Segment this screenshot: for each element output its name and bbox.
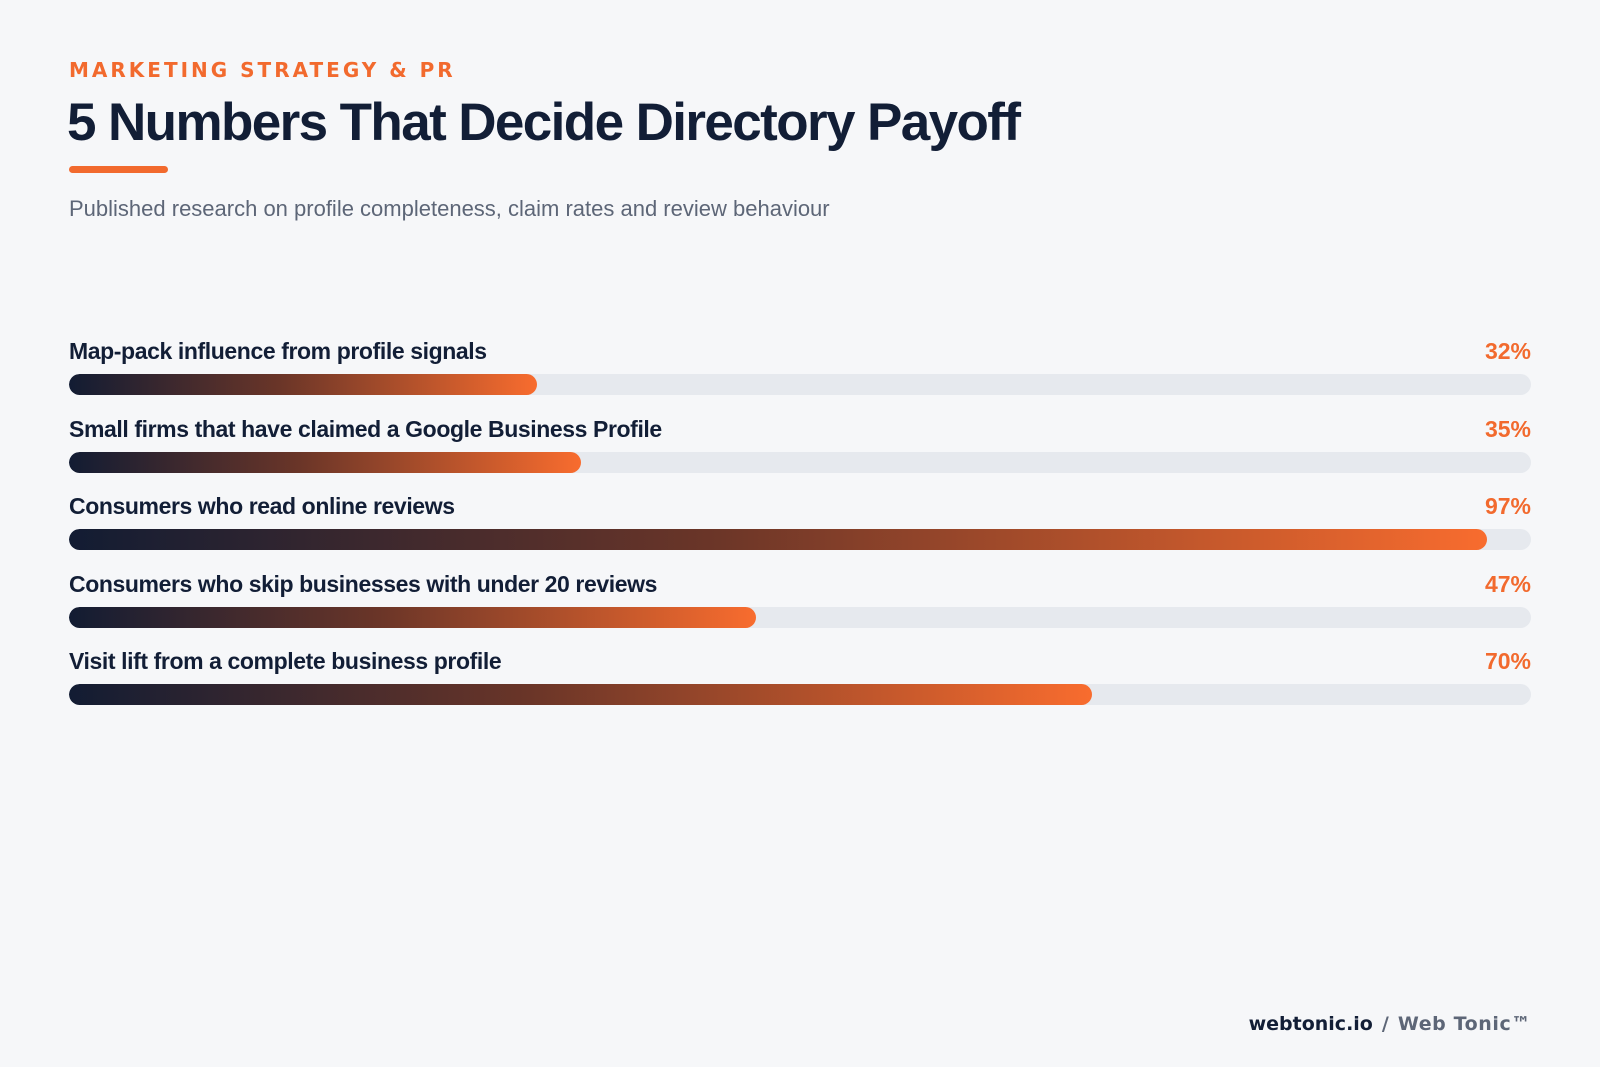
bar-category-label: Map-pack influence from profile signals: [69, 338, 487, 364]
bar-category-label: Consumers who read online reviews: [69, 493, 455, 519]
bar-value-label: 47%: [1484, 570, 1531, 597]
bar-row: Consumers who skip businesses with under…: [69, 571, 1531, 649]
footer-separator: /: [1381, 1013, 1389, 1035]
bar-fill: [69, 374, 537, 395]
bar-track: [69, 374, 1531, 395]
bar-track: [69, 684, 1531, 705]
bar-track: [69, 606, 1531, 628]
bar-track: [69, 529, 1531, 550]
bar-category-label: Visit lift from a complete business prof…: [69, 648, 502, 674]
bar-value-label: 35%: [1484, 415, 1531, 442]
bar-fill: [69, 529, 1488, 550]
chart-subtitle: Published research on profile completene…: [69, 196, 830, 221]
bar-row: Small firms that have claimed a Google B…: [69, 416, 1531, 494]
eyebrow-label: MARKETING STRATEGY & PR: [69, 58, 456, 82]
bar-category-label: Small firms that have claimed a Google B…: [69, 415, 662, 442]
footer-credit: webtonic.io / Web Tonic™: [1249, 1013, 1531, 1035]
bar-value-label: 32%: [1484, 338, 1531, 364]
bar-track: [69, 451, 1531, 473]
footer-site[interactable]: webtonic.io: [1248, 1013, 1373, 1035]
bar-fill: [69, 451, 581, 473]
footer-brand: Web Tonic™: [1397, 1013, 1531, 1035]
bar-value-label: 70%: [1484, 648, 1531, 674]
bar-chart: Map-pack influence from profile signals 3…: [69, 338, 1531, 726]
bar-row: Consumers who read online reviews 97%: [69, 493, 1531, 571]
bar-fill: [69, 606, 757, 628]
title-underline: [69, 166, 168, 173]
bar-row: Map-pack influence from profile signals 3…: [69, 338, 1531, 416]
bar-value-label: 97%: [1484, 493, 1531, 519]
bar-row: Visit lift from a complete business prof…: [69, 648, 1531, 726]
bar-category-label: Consumers who skip businesses with under…: [69, 570, 658, 597]
chart-title: 5 Numbers That Decide Directory Payoff: [67, 93, 1021, 152]
bar-fill: [69, 684, 1093, 705]
